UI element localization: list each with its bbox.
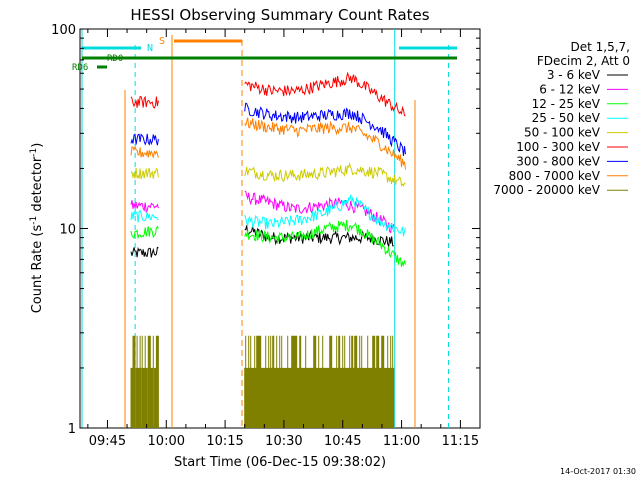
series-line-7-0 <box>130 145 159 158</box>
marker-label-n: N <box>147 43 153 54</box>
series-line-2-1 <box>244 219 406 268</box>
y-axis-label: Count Rate (s-1 detector-1) <box>29 143 45 314</box>
series-line-6-0 <box>130 133 159 147</box>
series-line-1-0 <box>130 200 159 213</box>
axes: 09:45 10:00 10:15 10:30 10:45 11:00 11:15 1 10 10… <box>51 23 481 449</box>
legend-label: 6 - 12 keV <box>539 82 601 96</box>
series-line-5-1 <box>244 71 406 117</box>
series-line-5-0 <box>130 95 159 109</box>
marker-label-rd0: RD0 <box>107 54 123 64</box>
y-axis-label-main: Count Rate (s <box>30 225 45 314</box>
legend-header-line2: FDecim 2, Att 0 <box>537 54 630 68</box>
x-tick-label: 10:30 <box>265 434 302 449</box>
legend-label: 12 - 25 keV <box>532 97 601 111</box>
series-line-3-1 <box>244 194 406 237</box>
y-tick-label: 100 <box>51 23 76 38</box>
x-tick-label: 10:15 <box>206 434 243 449</box>
x-tick-label: 11:15 <box>442 434 479 449</box>
marker-label-rd6: RD6 <box>72 63 88 73</box>
series-line-7-1 <box>244 117 406 170</box>
x-tick-label: 10:45 <box>324 434 361 449</box>
x-axis-label: Start Time (06-Dec-15 09:38:02) <box>174 455 386 470</box>
x-tick-label: 10:00 <box>148 434 185 449</box>
legend-label: 800 - 7000 keV <box>509 169 601 183</box>
marker-label-s: S <box>159 36 165 47</box>
series-line-4-1 <box>244 162 406 187</box>
series-line-0-1 <box>244 225 394 247</box>
series-line-6-1 <box>244 102 406 157</box>
y-axis-label-exp2: -1 <box>29 148 39 157</box>
series-group <box>130 71 406 428</box>
legend-label: 300 - 800 keV <box>516 154 600 168</box>
x-tick-label: 11:00 <box>383 434 420 449</box>
legend-label: 50 - 100 keV <box>524 126 601 140</box>
legend-label: 7000 - 20000 keV <box>493 183 600 197</box>
series-line-8-1 <box>244 335 395 428</box>
legend-header-line1: Det 1,5,7, <box>571 40 631 54</box>
y-tick-label: 1 <box>68 422 76 437</box>
chart-title: HESSI Observing Summary Count Rates <box>130 6 429 24</box>
y-axis-label-mid: detector <box>30 156 45 216</box>
y-tick-label: 10 <box>59 223 76 238</box>
series-line-0-0 <box>130 246 159 258</box>
legend-label: 25 - 50 keV <box>532 111 601 125</box>
x-tick-label: 09:45 <box>89 434 126 449</box>
marker-lines: NS RD0 RD6 <box>72 29 457 428</box>
legend-label: 100 - 300 keV <box>516 140 600 154</box>
series-line-8-0 <box>130 335 159 428</box>
series-line-3-0 <box>130 209 159 223</box>
footer-timestamp: 14-Oct-2017 01:30 <box>560 467 636 476</box>
y-axis-label-exp1: -1 <box>29 216 39 225</box>
series-line-4-0 <box>130 167 159 180</box>
series-line-2-0 <box>130 225 159 240</box>
y-axis-label-end: ) <box>30 143 45 148</box>
legend-label: 3 - 6 keV <box>547 68 601 82</box>
